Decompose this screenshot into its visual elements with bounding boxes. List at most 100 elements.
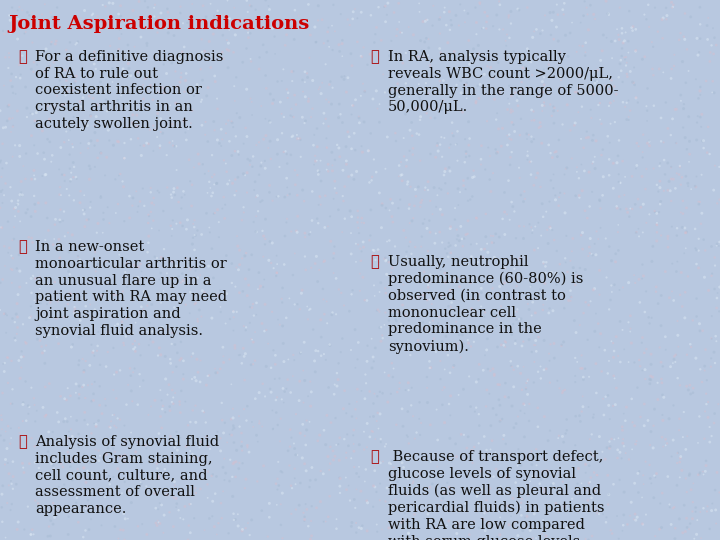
Point <box>590 137 602 145</box>
Point <box>397 301 408 309</box>
Point <box>166 274 178 283</box>
Point <box>642 106 653 115</box>
Point <box>695 508 706 516</box>
Point <box>538 366 549 374</box>
Point <box>557 387 569 395</box>
Point <box>54 218 66 226</box>
Point <box>574 41 585 50</box>
Point <box>527 33 539 42</box>
Point <box>25 530 37 539</box>
Point <box>189 300 200 308</box>
Point <box>594 99 606 107</box>
Point <box>143 211 154 219</box>
Point <box>177 277 189 286</box>
Point <box>670 267 682 276</box>
Point <box>498 435 509 443</box>
Point <box>300 233 311 241</box>
Point <box>488 313 500 321</box>
Point <box>438 171 450 179</box>
Point <box>26 383 37 392</box>
Point <box>2 353 14 362</box>
Point <box>285 111 297 120</box>
Point <box>162 89 174 98</box>
Point <box>4 16 16 24</box>
Point <box>62 228 73 237</box>
Point <box>538 300 549 309</box>
Point <box>435 292 446 300</box>
Point <box>0 517 8 526</box>
Point <box>439 269 451 278</box>
Point <box>342 127 354 136</box>
Point <box>69 79 81 87</box>
Point <box>305 264 317 272</box>
Point <box>346 454 357 463</box>
Point <box>487 22 499 31</box>
Point <box>57 100 68 109</box>
Point <box>15 70 27 79</box>
Point <box>512 534 523 540</box>
Point <box>681 45 693 53</box>
Point <box>260 215 271 224</box>
Point <box>401 156 413 164</box>
Point <box>481 18 492 26</box>
Point <box>528 181 539 190</box>
Point <box>334 434 346 442</box>
Point <box>523 335 535 344</box>
Point <box>382 484 393 492</box>
Point <box>630 164 642 173</box>
Point <box>212 136 223 144</box>
Point <box>623 48 634 57</box>
Point <box>298 197 310 205</box>
Point <box>330 310 342 319</box>
Point <box>655 137 667 146</box>
Point <box>326 22 338 30</box>
Point <box>672 331 683 340</box>
Point <box>415 112 426 121</box>
Point <box>161 490 173 499</box>
Point <box>521 3 533 12</box>
Point <box>518 187 530 196</box>
Point <box>634 298 646 307</box>
Point <box>21 113 32 122</box>
Point <box>163 29 174 37</box>
Point <box>135 478 146 487</box>
Point <box>141 139 153 147</box>
Point <box>672 449 683 457</box>
Point <box>586 187 598 196</box>
Point <box>250 394 261 403</box>
Point <box>602 132 613 140</box>
Point <box>19 338 31 346</box>
Point <box>286 510 297 518</box>
Point <box>701 389 712 398</box>
Point <box>460 80 472 89</box>
Point <box>77 64 89 73</box>
Point <box>108 291 120 299</box>
Point <box>138 52 150 61</box>
Point <box>256 507 268 515</box>
Point <box>561 164 572 172</box>
Point <box>465 240 477 249</box>
Point <box>144 262 156 271</box>
Point <box>710 332 720 341</box>
Point <box>443 517 454 525</box>
Point <box>11 480 22 489</box>
Point <box>461 78 472 87</box>
Point <box>253 284 265 293</box>
Point <box>330 274 342 283</box>
Point <box>143 139 154 148</box>
Point <box>285 388 297 397</box>
Point <box>614 59 626 68</box>
Point <box>620 416 631 425</box>
Point <box>333 456 345 464</box>
Point <box>61 122 73 131</box>
Point <box>648 421 660 430</box>
Point <box>132 263 144 272</box>
Point <box>445 392 456 400</box>
Point <box>396 84 408 93</box>
Point <box>0 359 11 367</box>
Point <box>460 501 472 510</box>
Point <box>253 65 265 73</box>
Point <box>651 237 662 245</box>
Point <box>495 302 507 310</box>
Point <box>492 148 503 157</box>
